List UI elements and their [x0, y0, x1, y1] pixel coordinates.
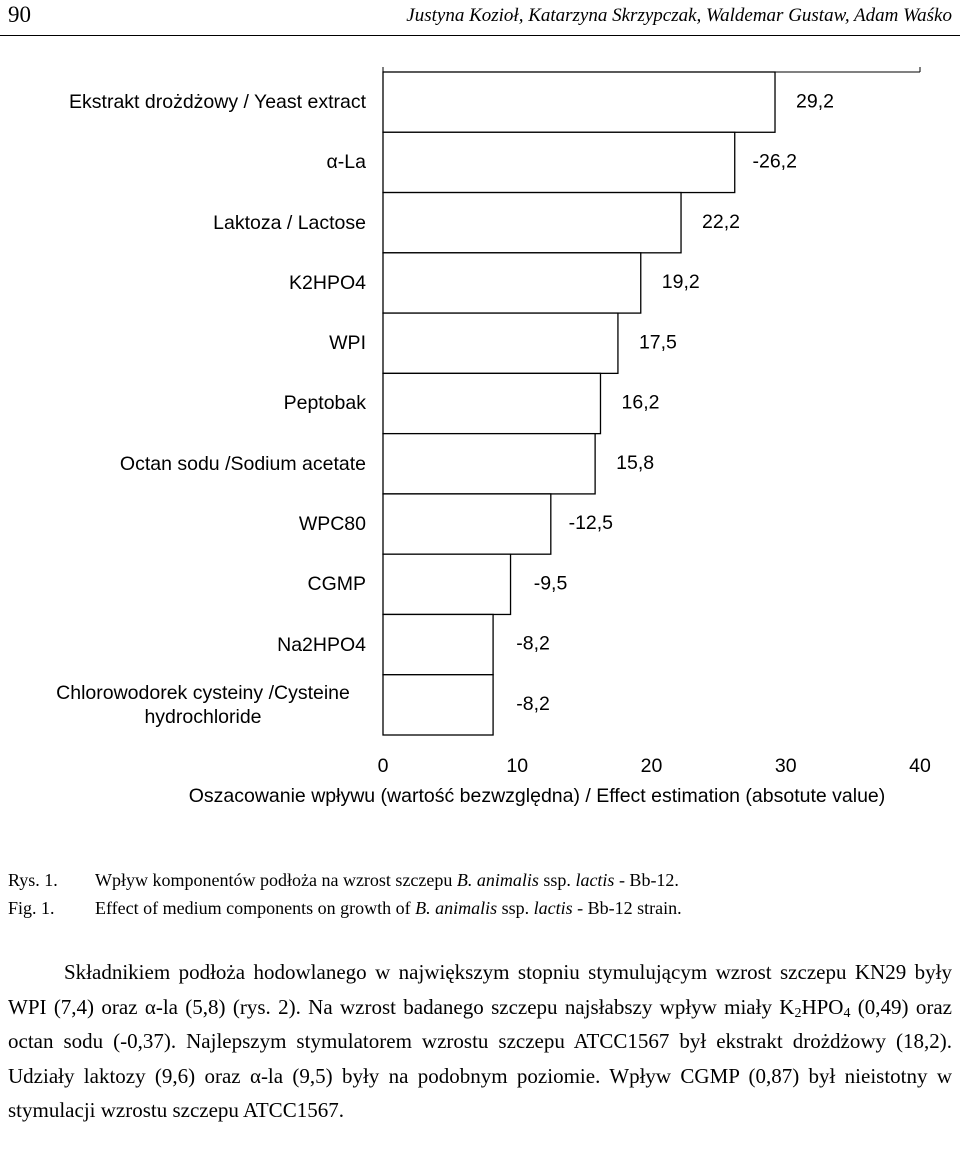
- caption-text: B. animalis: [415, 898, 498, 918]
- category-label: Ekstrakt drożdżowy / Yeast extract: [69, 91, 366, 114]
- caption-text: Effect of medium components on growth of: [95, 898, 416, 918]
- bar: [382, 252, 642, 314]
- caption: Wpływ komponentów podłoża na wzrost szcz…: [95, 868, 679, 892]
- category-label: α-La: [326, 151, 366, 174]
- category-label-box: K2HPO4: [40, 253, 366, 313]
- value-label: 29,2: [796, 90, 834, 112]
- x-tick-label: 10: [506, 755, 528, 777]
- category-label-box: Peptobak: [40, 373, 366, 433]
- x-axis-title: Oszacowanie wpływu (wartość bezwzględna)…: [188, 785, 886, 807]
- bar: [382, 674, 494, 736]
- category-label-box: Na2HPO4: [40, 614, 366, 674]
- category-label-box: Octan sodu /Sodium acetate: [40, 434, 366, 494]
- text: HPO: [801, 994, 844, 1019]
- category-label: CGMP: [307, 573, 367, 596]
- value-label: -12,5: [569, 512, 614, 534]
- body-paragraph: Składnikiem podłoża hodowlanego w najwię…: [8, 955, 952, 1128]
- category-label: K2HPO4: [289, 271, 366, 294]
- caption-label: Rys. 1.: [8, 870, 58, 890]
- running-head: Justyna Kozioł, Katarzyna Skrzypczak, Wa…: [406, 5, 952, 26]
- category-label-box: WPC80: [40, 494, 366, 554]
- value-label: 16,2: [622, 392, 660, 414]
- x-tick-label: 40: [909, 755, 931, 777]
- value-label: 15,8: [616, 452, 654, 474]
- value-label: -26,2: [753, 151, 797, 173]
- caption: Effect of medium components on growth of…: [95, 896, 682, 920]
- subscript: 4: [843, 1005, 851, 1021]
- bar: [382, 372, 602, 435]
- category-label-box: α-La: [40, 132, 366, 192]
- caption-text: Wpływ komponentów podłoża na wzrost szcz…: [95, 870, 457, 890]
- bar: [382, 71, 776, 133]
- category-label: Na2HPO4: [277, 633, 366, 656]
- chart: 0 10 20 30 40 29,2 -26,2 22,2 19,2 17,5 16,2 15,8 -1…: [378, 67, 931, 777]
- category-label-box: Ekstrakt drożdżowy / Yeast extract: [40, 72, 366, 132]
- category-label: Octan sodu /Sodium acetate: [119, 452, 366, 475]
- bar: [382, 613, 494, 676]
- bar: [382, 553, 512, 616]
- category-label-box: Chlorowodorek cysteiny /Cysteine hydroch…: [40, 675, 366, 735]
- header-rule: [0, 35, 960, 36]
- category-label: Laktoza / Lactose: [213, 211, 366, 234]
- caption-text: B. animalis: [456, 870, 539, 890]
- caption-text: - Bb-12.: [614, 870, 679, 890]
- caption-text: ssp.: [497, 898, 534, 918]
- bar: [382, 312, 619, 375]
- caption-text: lactis: [575, 870, 615, 890]
- x-tick-label: 20: [641, 755, 663, 777]
- value-label: -9,5: [534, 572, 568, 594]
- x-tick-label: 30: [775, 755, 797, 777]
- caption-text: ssp.: [538, 870, 576, 890]
- bar: [382, 432, 596, 495]
- value-label: 17,5: [639, 331, 677, 353]
- category-label-box: Laktoza / Lactose: [40, 193, 366, 253]
- category-label: Peptobak: [283, 392, 366, 415]
- bar: [382, 131, 736, 194]
- category-label-box: CGMP: [40, 554, 367, 614]
- value-label: -8,2: [516, 693, 550, 715]
- caption-text: lactis: [533, 898, 573, 918]
- caption-label: Fig. 1.: [8, 898, 55, 918]
- x-tick-label: 0: [378, 755, 389, 777]
- value-label: -8,2: [516, 633, 550, 655]
- page-number: 90: [8, 2, 31, 27]
- bar: [382, 493, 552, 555]
- caption-text: - Bb-12 strain.: [572, 898, 682, 918]
- text: (0,49) oraz octan sodu (-0,37). Najlepsz…: [8, 994, 952, 1123]
- text: Składnikiem podłoża hodowlanego w najwię…: [8, 960, 952, 1019]
- subscript: 2: [794, 1005, 802, 1021]
- category-label: WPC80: [298, 513, 366, 536]
- value-label: 22,2: [702, 211, 740, 233]
- bar: [382, 191, 682, 254]
- category-label-box: WPI: [40, 313, 366, 373]
- category-label: Chlorowodorek cysteiny /Cysteine hydroch…: [56, 681, 350, 728]
- value-label: 19,2: [662, 271, 700, 293]
- category-label: WPI: [329, 332, 366, 355]
